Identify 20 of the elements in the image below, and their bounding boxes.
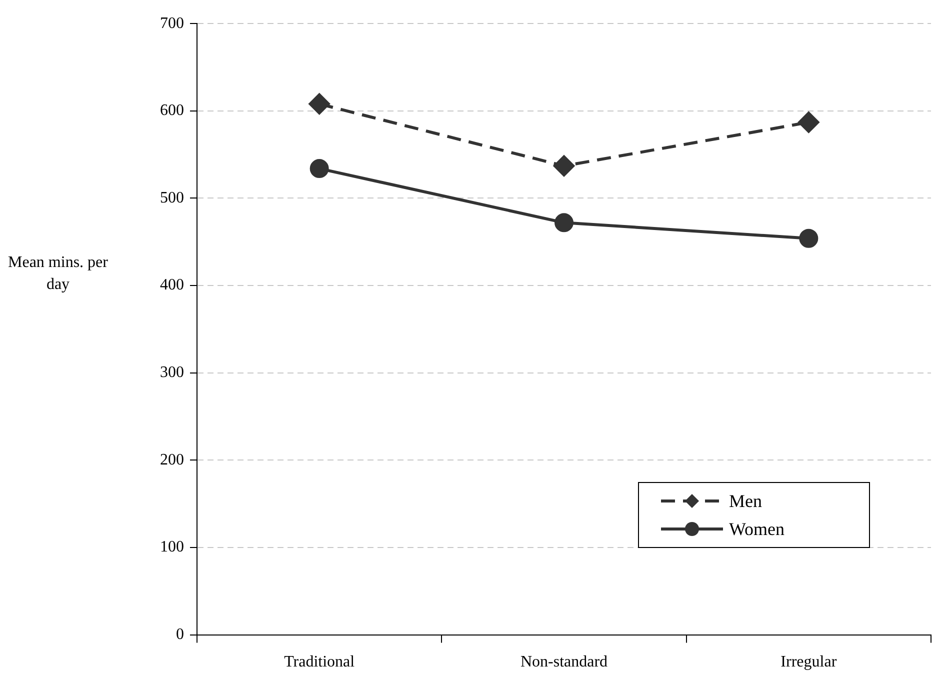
x-tick-label: Traditional <box>284 654 356 671</box>
y-tick-label: 700 <box>160 14 184 32</box>
x-tick-label: Irregular <box>780 654 838 671</box>
y-tick-label: 600 <box>160 102 184 120</box>
y-axis-title: Mean mins. per day <box>8 253 108 295</box>
y-tick-label: 0 <box>176 626 184 644</box>
point <box>554 213 574 232</box>
y-tick-label: 100 <box>160 538 184 556</box>
y-tick-label: 500 <box>160 189 184 206</box>
y-tick-label: 200 <box>160 451 184 468</box>
y-tick-label: 400 <box>160 276 184 294</box>
point <box>554 155 574 176</box>
point <box>799 228 818 248</box>
point <box>310 159 329 178</box>
legend-label: Men <box>729 490 762 512</box>
legend-label: Women <box>729 518 785 540</box>
point <box>798 112 820 133</box>
point <box>308 93 330 114</box>
y-tick-label: 300 <box>160 364 184 382</box>
x-tick-label: Non-standard <box>520 654 608 671</box>
